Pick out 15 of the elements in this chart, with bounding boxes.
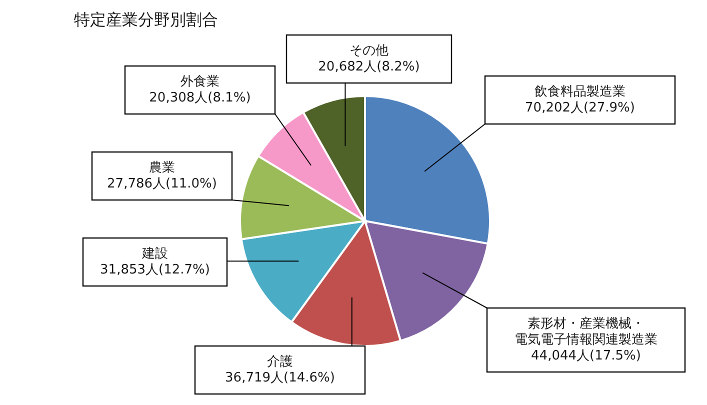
data-label: 44,044人(17.5%) [531, 348, 641, 364]
data-label: 70,202人(27.9%) [525, 100, 635, 116]
data-label: 20,682人(8.2%) [318, 60, 420, 74]
slice-label: その他 [350, 44, 388, 58]
slice-label: 素形材・産業機械・電気電子情報関連製造業 [514, 316, 658, 348]
data-label: 36,719人(14.6%) [225, 370, 335, 386]
chart-title: 特定産業分野別割合 [74, 10, 218, 31]
data-label: 31,853人(12.7%) [100, 262, 210, 278]
slice-label: 建設 [141, 246, 168, 262]
slice-label: 農業 [149, 160, 175, 176]
slice-label: 外食業 [180, 74, 220, 90]
slice-label: 飲食料品製造業 [534, 84, 626, 100]
data-label: 20,308人(8.1%) [149, 90, 251, 106]
slice-label: 介護 [267, 354, 293, 370]
data-label: 27,786人(11.0%) [107, 176, 217, 192]
